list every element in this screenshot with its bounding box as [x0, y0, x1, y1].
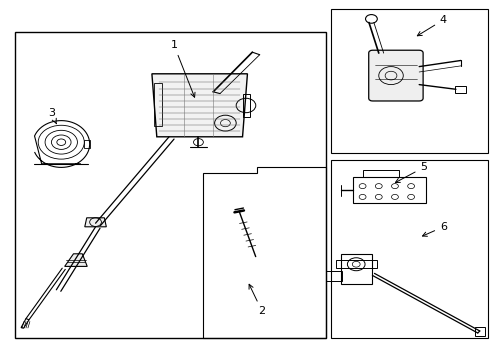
Bar [363, 170, 399, 177]
Bar [331, 160, 488, 338]
Polygon shape [85, 218, 106, 227]
Bar [331, 9, 488, 153]
Text: 6: 6 [422, 222, 447, 236]
Polygon shape [65, 254, 87, 266]
Bar [15, 32, 326, 338]
Bar [455, 86, 466, 93]
Text: 1: 1 [171, 40, 195, 97]
Bar [243, 94, 250, 117]
Bar [353, 177, 426, 203]
Bar [475, 327, 485, 336]
Bar [341, 254, 372, 284]
Text: 5: 5 [395, 162, 427, 183]
Text: 2: 2 [249, 284, 266, 316]
FancyBboxPatch shape [369, 50, 423, 101]
Text: 4: 4 [417, 15, 447, 36]
Text: 3: 3 [48, 108, 56, 124]
Bar [154, 83, 162, 126]
Bar [326, 271, 342, 281]
Polygon shape [152, 74, 247, 137]
Bar [84, 140, 90, 148]
Bar [336, 260, 377, 268]
